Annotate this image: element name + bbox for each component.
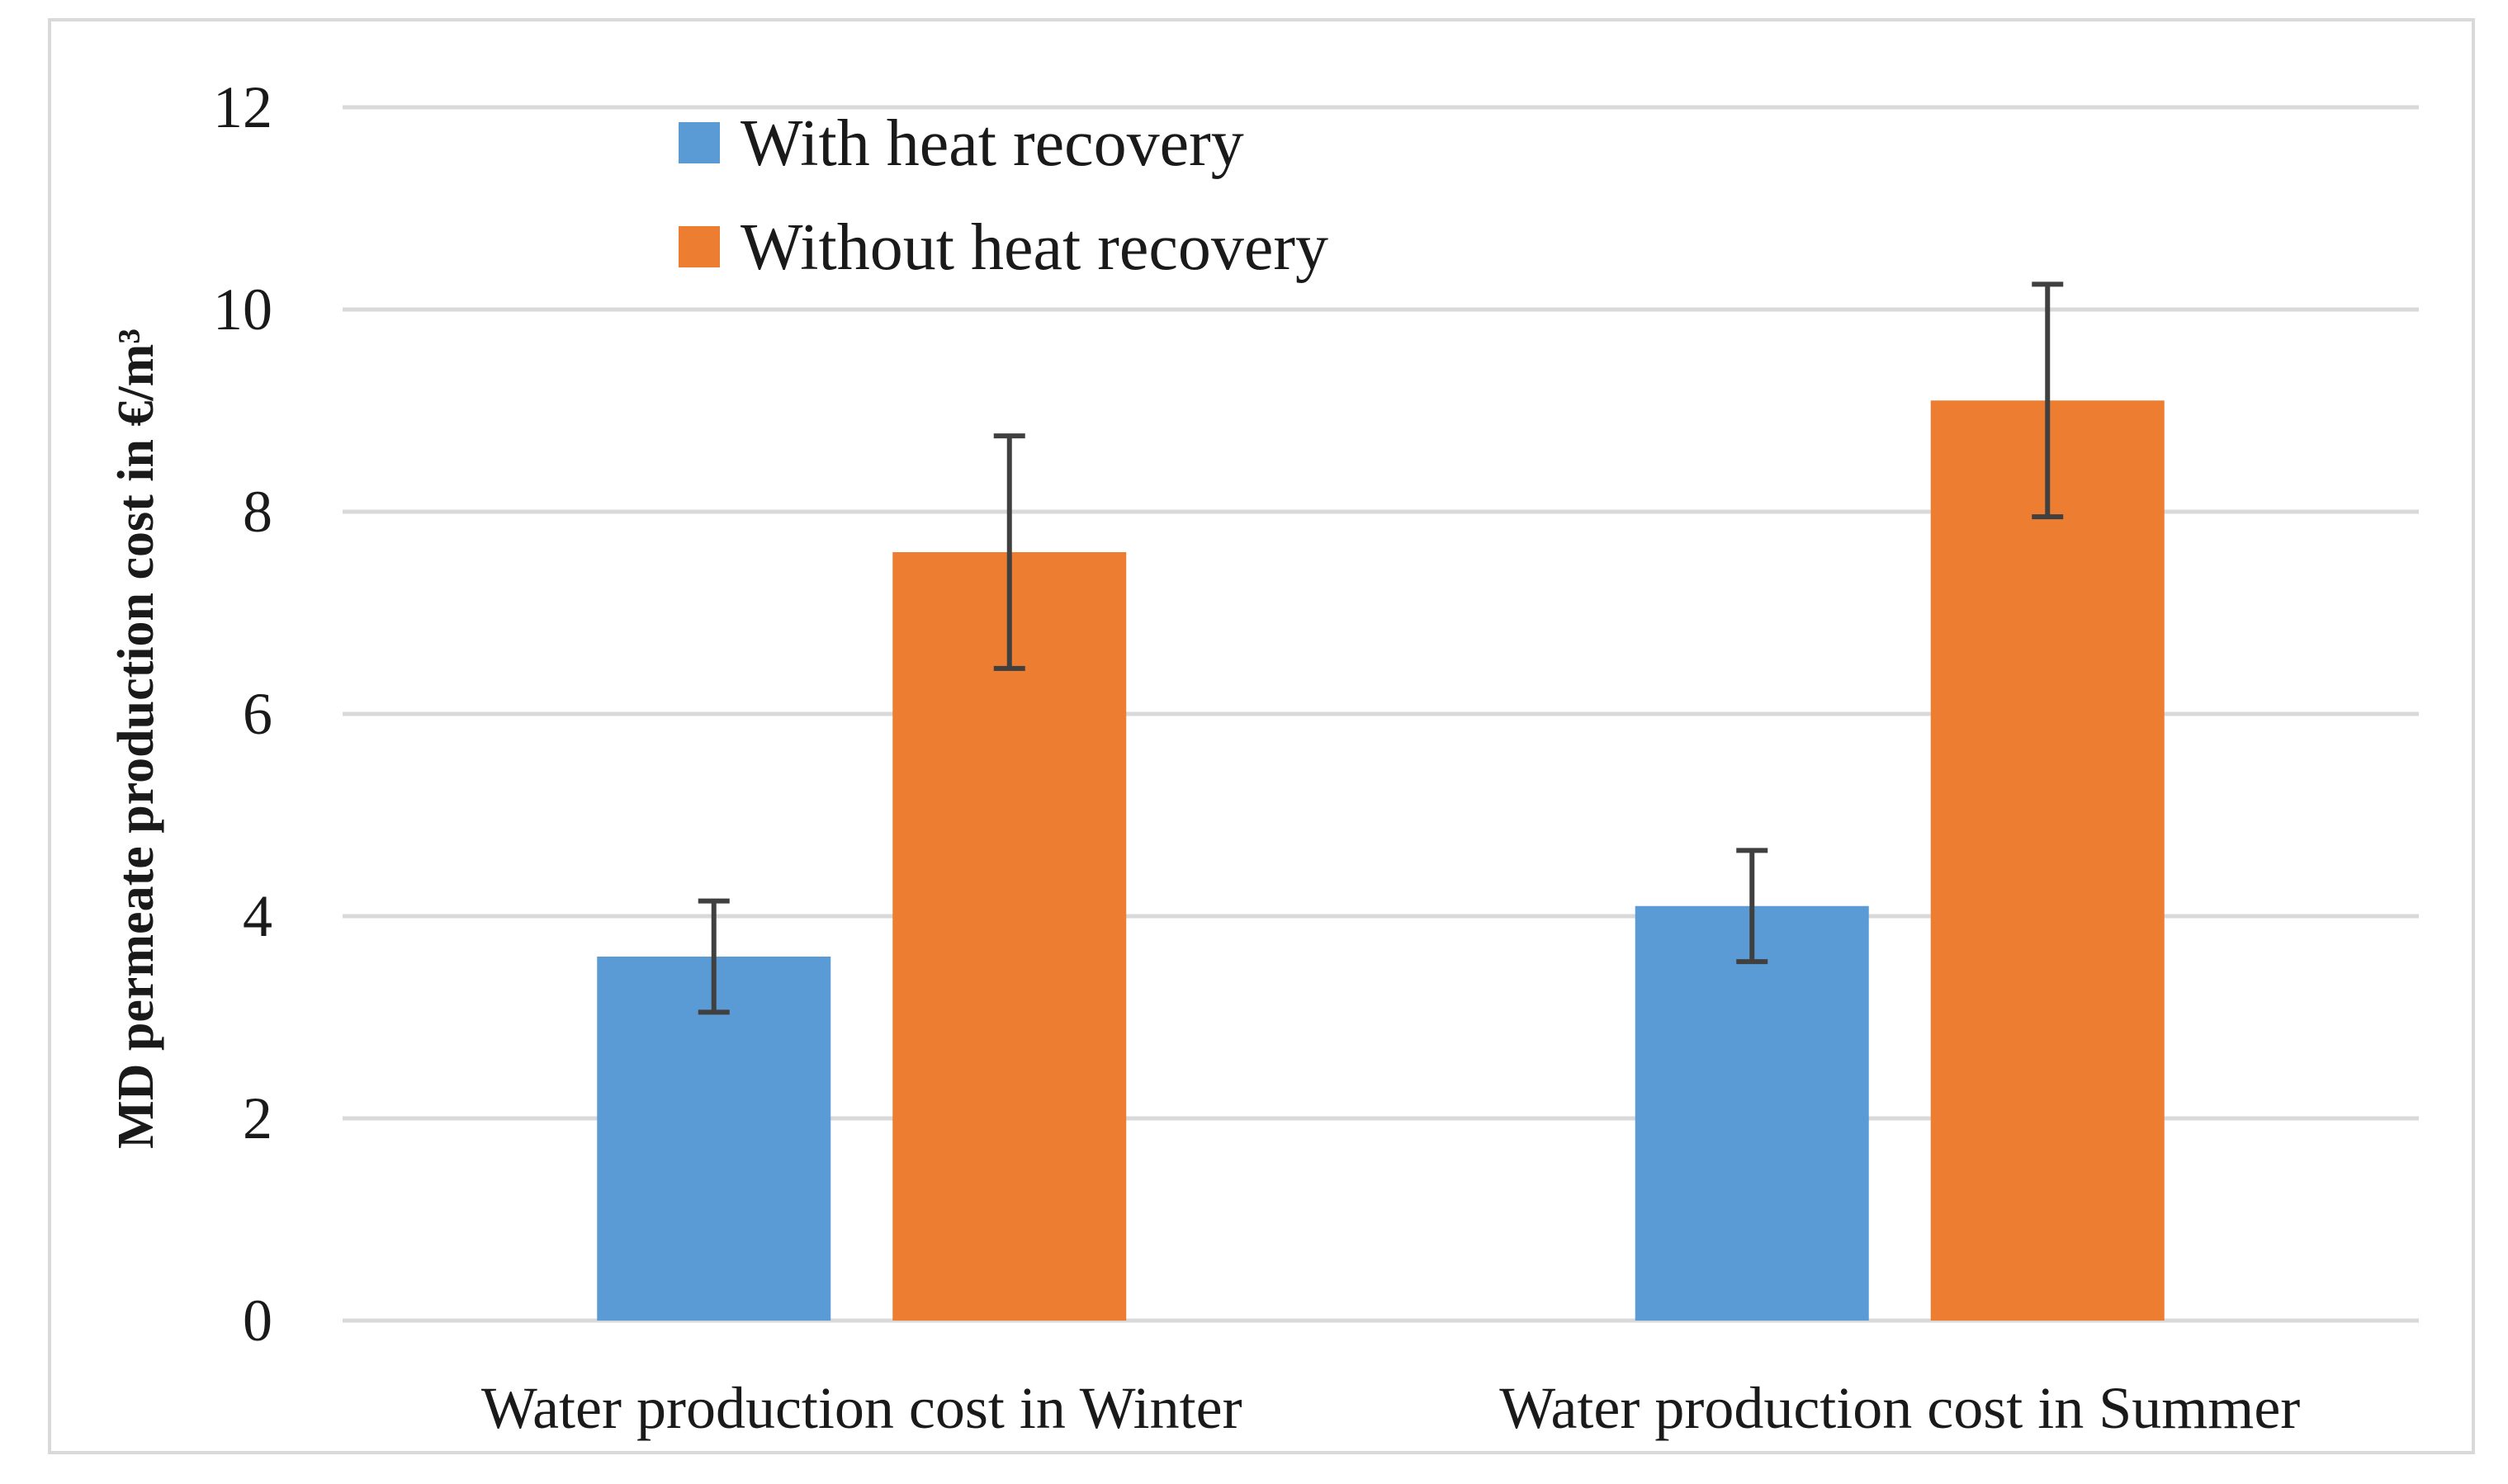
legend-label: Without heat recovery xyxy=(741,211,1328,284)
bar-without-heat-recovery-summer xyxy=(1930,400,2165,1321)
y-tick-label: 0 xyxy=(243,1288,272,1354)
x-category-label: Water production cost in Winter xyxy=(481,1375,1242,1441)
y-tick-label: 2 xyxy=(243,1085,272,1151)
legend: With heat recovery Without heat recovery xyxy=(679,107,1328,284)
y-tick-label: 10 xyxy=(213,276,272,343)
bar-with-heat-recovery-summer xyxy=(1635,905,1869,1321)
bar-with-heat-recovery-winter xyxy=(597,957,831,1321)
legend-swatch xyxy=(679,226,720,267)
y-tick-label: 6 xyxy=(243,681,272,747)
bar-without-heat-recovery-winter xyxy=(892,552,1127,1321)
legend-swatch xyxy=(679,122,720,163)
x-category-label: Water production cost in Summer xyxy=(1499,1375,2300,1441)
error-bars xyxy=(698,281,2064,1015)
y-tick-label: 12 xyxy=(213,74,272,140)
bars xyxy=(597,400,2165,1321)
y-axis-title: MD permeate production cost in €/m³ xyxy=(108,328,164,1149)
y-tick-label: 4 xyxy=(243,883,272,949)
legend-label: With heat recovery xyxy=(741,107,1244,180)
y-axis-ticks: 0 2 4 6 8 10 12 xyxy=(213,74,272,1354)
x-axis-categories: Water production cost in Winter Water pro… xyxy=(481,1375,2300,1441)
y-tick-label: 8 xyxy=(243,479,272,545)
